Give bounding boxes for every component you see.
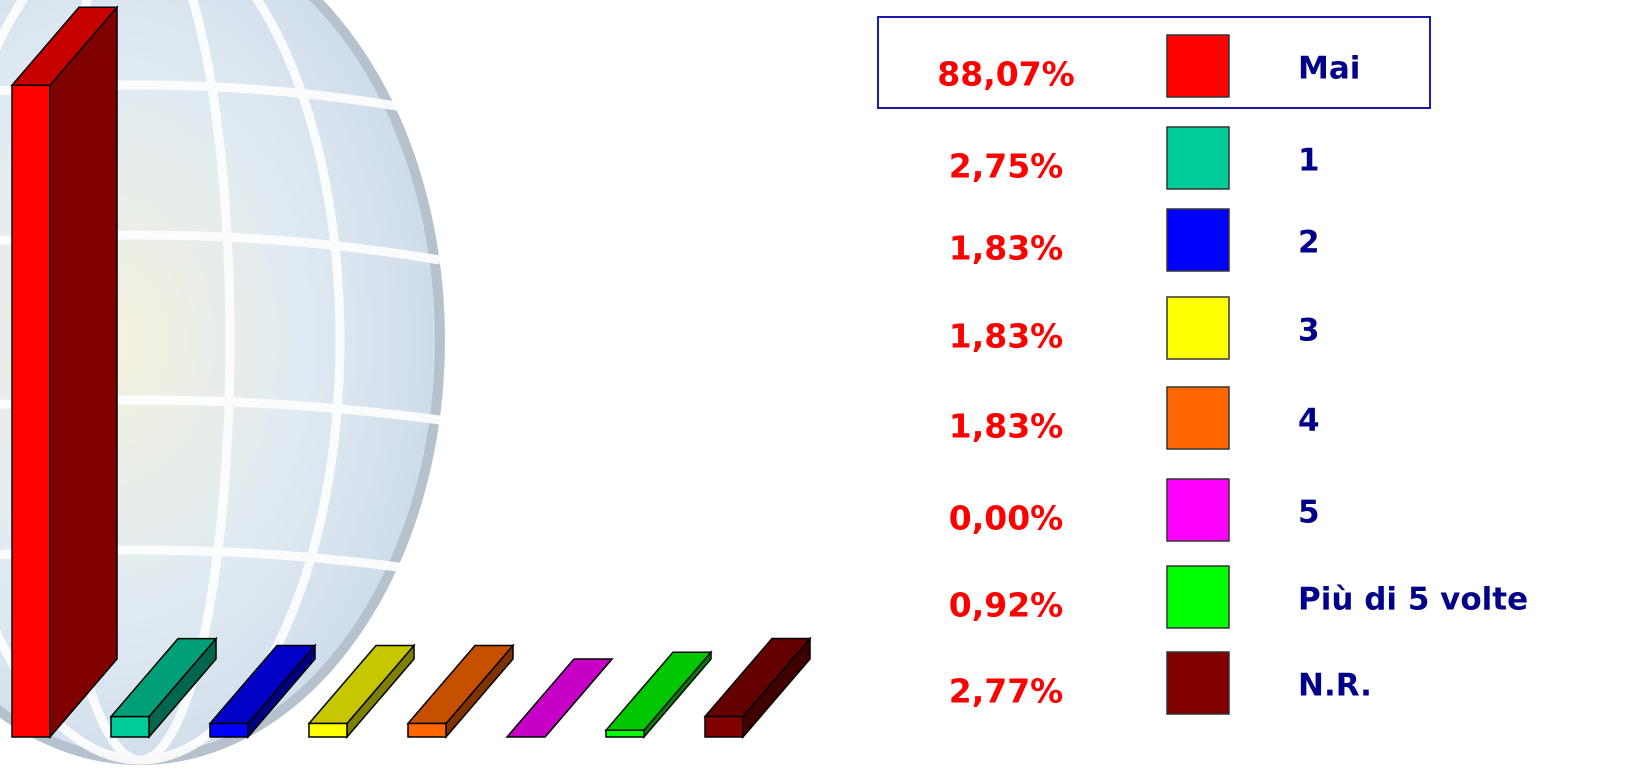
legend-swatch xyxy=(1167,387,1229,449)
bar xyxy=(12,85,50,737)
value-label: 1,83% xyxy=(949,317,1064,356)
value-label: 2,75% xyxy=(949,147,1064,186)
legend: 88,07% Mai 2,75% 1 1,83% 2 1,83% 3 1,83% 4 0,00% 5 0… xyxy=(937,35,1528,714)
legend-label: N.R. xyxy=(1298,668,1372,704)
legend-swatch xyxy=(1167,566,1229,628)
legend-label: 1 xyxy=(1298,143,1320,179)
value-label: 2,77% xyxy=(949,672,1064,711)
legend-label: 4 xyxy=(1298,403,1320,439)
legend-label: 2 xyxy=(1298,225,1320,261)
legend-label: Più di 5 volte xyxy=(1298,582,1528,618)
value-label: 0,00% xyxy=(949,499,1064,538)
value-label: 88,07% xyxy=(937,55,1074,94)
bar xyxy=(606,730,644,737)
legend-label: 3 xyxy=(1298,313,1320,349)
value-label: 0,92% xyxy=(949,586,1064,625)
bar xyxy=(111,717,149,737)
bar xyxy=(309,723,347,737)
value-label: 1,83% xyxy=(949,229,1064,268)
bar-top xyxy=(507,659,612,737)
chart: 88,07% Mai 2,75% 1 1,83% 2 1,83% 3 1,83% 4 0,00% 5 0… xyxy=(0,0,1636,769)
legend-swatch xyxy=(1167,127,1229,189)
bar-side xyxy=(50,7,117,737)
legend-label: Mai xyxy=(1298,51,1360,87)
legend-swatch xyxy=(1167,35,1229,97)
legend-swatch xyxy=(1167,652,1229,714)
legend-swatch xyxy=(1167,479,1229,541)
legend-swatch xyxy=(1167,297,1229,359)
legend-swatch xyxy=(1167,209,1229,271)
bar xyxy=(210,723,248,737)
value-label: 1,83% xyxy=(949,407,1064,446)
bar xyxy=(705,717,743,737)
bar xyxy=(408,723,446,737)
legend-label: 5 xyxy=(1298,495,1320,531)
